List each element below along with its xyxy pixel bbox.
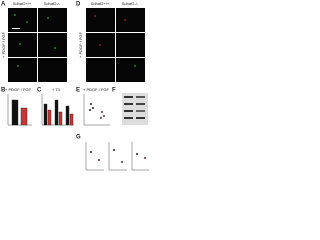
column-label: Sdhaf2+/+ (13, 1, 32, 6)
panel-title: + PDGF / FGF (5, 87, 31, 92)
bar-plot (7, 94, 32, 126)
panel-label: D (76, 2, 81, 8)
column-label: Sdhaf2-/- (44, 1, 61, 6)
micrograph-grid (8, 8, 67, 82)
panel-title: + PDGF / FGF (83, 87, 109, 92)
panel-label: F (112, 88, 116, 94)
panel-label: A (1, 2, 6, 8)
figure: A Sdhaf2+/+ Sdhaf2-/- + PDGF / FGF D Sdh… (1, 1, 149, 171)
panel-label: E (76, 88, 80, 94)
row-label: + PDGF / FGF (78, 31, 83, 57)
micrograph-grid (86, 8, 145, 82)
panel-label: C (37, 88, 42, 94)
panel-label: B (1, 88, 6, 94)
dot-plots (85, 142, 149, 171)
column-label: Sdhaf2+/+ (91, 1, 110, 6)
dot-plot (83, 94, 110, 126)
panel-title: + T3 (52, 87, 61, 92)
western-blot (122, 93, 148, 125)
bar-plot (41, 94, 74, 126)
row-label: + PDGF / FGF (1, 31, 6, 57)
column-label: Sdhaf2-/- (122, 1, 139, 6)
panel-label: G (76, 135, 81, 141)
